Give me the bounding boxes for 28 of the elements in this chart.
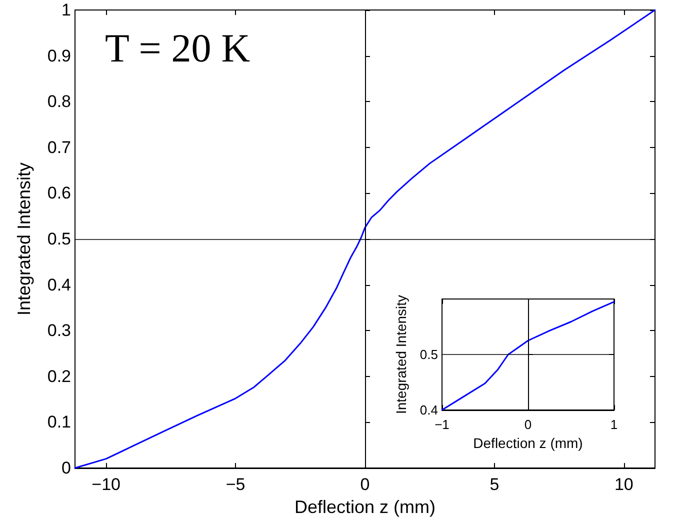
y-tick-label: 0.8 (47, 92, 71, 112)
y-tick-label: 0.5 (47, 230, 71, 248)
x-tick-label: 0 (360, 475, 370, 494)
annotation: T = 20 K (105, 26, 250, 70)
y-tick-label: 0.4 (47, 275, 71, 294)
x-axis-title: Deflection z (mm) (294, 497, 436, 517)
y-axis-title: Integrated Intensity (393, 294, 409, 414)
x-tick-label: −5 (226, 475, 246, 494)
x-axis-title: Deflection z (mm) (473, 434, 583, 451)
y-tick-label: 1 (62, 0, 71, 20)
line-series (74, 9, 656, 469)
x-tick-label: 0 (524, 417, 532, 432)
y-tick-label: 0.2 (47, 366, 71, 386)
y-tick-label: 0.3 (47, 321, 71, 340)
line-series (441, 301, 615, 411)
y-tick-label: 0 (62, 458, 71, 478)
x-tick-label: 10 (614, 475, 634, 494)
x-tick-label: 5 (490, 475, 500, 494)
x-tick-label: −1 (434, 417, 450, 432)
x-tick-label: 1 (610, 417, 618, 432)
x-tick-label: −10 (92, 475, 120, 494)
y-tick-label: 0.7 (47, 138, 71, 157)
y-axis-title: Integrated Intensity (14, 162, 34, 316)
y-tick-label: 0.9 (47, 46, 71, 66)
y-tick-label: 0.6 (47, 184, 71, 203)
y-tick-label: 0.1 (47, 412, 71, 432)
y-tick-label: 0.5 (420, 347, 438, 362)
y-tick-label: 0.4 (420, 402, 438, 418)
